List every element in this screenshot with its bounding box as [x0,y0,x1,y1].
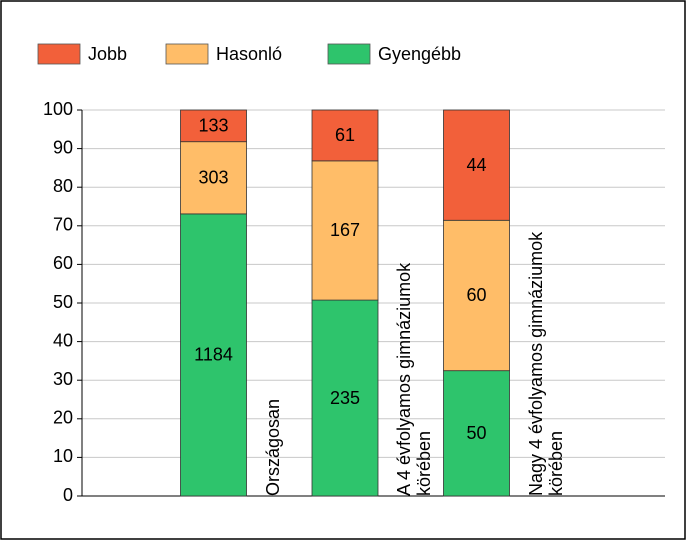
data-label: 50 [466,423,486,443]
legend-label: Jobb [88,44,127,64]
legend-label: Hasonló [216,44,282,64]
y-tick-label: 70 [53,215,73,235]
bar-segment [311,160,379,301]
bar-segment [443,109,510,221]
y-tick-label: 0 [63,485,73,505]
x-tick-label: Országosan [262,398,283,496]
y-tick-label: 100 [43,99,73,119]
y-tick-label: 60 [53,253,73,273]
data-label: 235 [330,388,360,408]
data-label: 61 [335,125,355,145]
bar-segment [443,370,510,497]
bar-segment [311,299,379,497]
y-tick-label: 40 [53,330,73,350]
bar-segment [311,109,379,162]
x-tick-label: Nagy 4 évfolyamos gimnáziumok körében [525,231,566,496]
legend-label: Gyengébb [378,44,461,64]
legend-swatch [327,43,371,65]
legend-swatch [165,43,209,65]
x-tick-label: A 4 évfolyamos gimnáziumok körében [394,262,434,496]
legend-swatch [37,43,81,65]
y-tick-label: 10 [53,446,73,466]
bar-segment [180,109,247,143]
y-tick-label: 50 [53,292,73,312]
data-label: 60 [466,285,486,305]
data-label: 303 [198,168,228,188]
data-label: 44 [466,155,486,175]
data-label: 133 [198,116,228,136]
y-tick-label: 30 [53,369,73,389]
data-label: 167 [330,220,360,240]
data-label: 1184 [194,345,233,365]
y-tick-label: 80 [53,176,73,196]
y-tick-label: 90 [53,137,73,157]
bar-segment [180,213,247,497]
bar-segment [443,219,510,372]
y-tick-label: 20 [53,408,73,428]
